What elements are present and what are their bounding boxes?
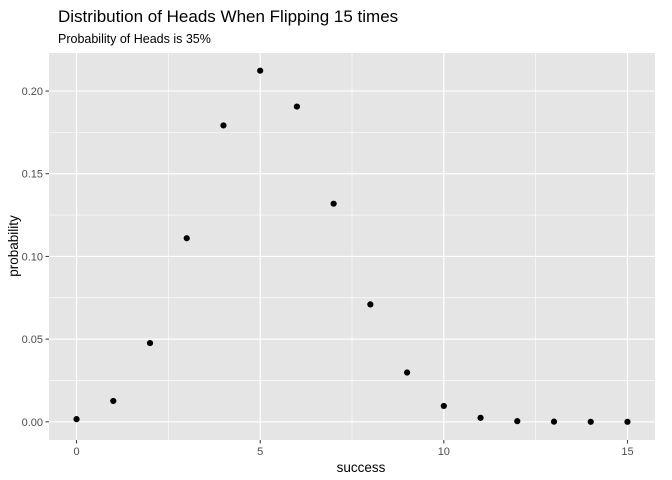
data-point [477, 414, 484, 421]
y-axis-title: probability [6, 215, 21, 277]
chart-subtitle: Probability of Heads is 35% [58, 32, 211, 46]
y-tick-label: 0.20 [22, 86, 43, 98]
y-axis: 0.00 0.05 0.10 0.15 0.20 [22, 86, 49, 429]
x-tick-label: 0 [73, 446, 79, 458]
y-tick-label: 0.05 [22, 334, 43, 346]
data-point [403, 369, 411, 376]
data-point [550, 418, 558, 425]
data-point [183, 235, 190, 242]
data-point [367, 301, 374, 308]
data-point [624, 418, 631, 425]
x-axis-title: success [337, 460, 386, 475]
x-tick-label: 5 [257, 446, 263, 458]
data-point [146, 339, 154, 347]
data-point [73, 416, 80, 423]
data-points [73, 67, 631, 425]
x-tick-label: 10 [438, 446, 450, 458]
data-point [257, 67, 264, 74]
chart-title: Distribution of Heads When Flipping 15 t… [58, 7, 398, 26]
data-point [110, 397, 117, 405]
y-tick-label: 0.00 [22, 417, 43, 429]
data-point [587, 418, 594, 425]
x-tick-label: 15 [621, 446, 633, 458]
data-point [293, 103, 301, 110]
data-point [514, 418, 521, 425]
y-tick-label: 0.15 [22, 169, 43, 181]
x-axis: 0 5 10 15 [73, 440, 634, 458]
y-tick-label: 0.10 [22, 251, 43, 263]
minor-gridlines [49, 53, 655, 440]
data-point [440, 402, 447, 410]
major-gridlines [49, 53, 655, 440]
data-point [220, 122, 227, 129]
data-point [330, 200, 337, 207]
